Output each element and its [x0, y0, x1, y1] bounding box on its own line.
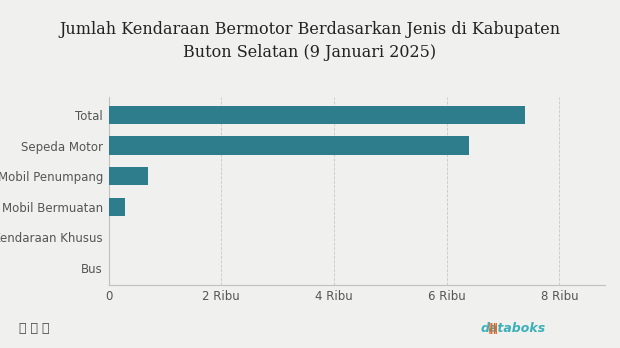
Text: Jumlah Kendaraan Bermotor Berdasarkan Jenis di Kabupaten
Buton Selatan (9 Januar: Jumlah Kendaraan Bermotor Berdasarkan Je…	[60, 21, 560, 61]
Text: ⓒ ⓕ Ⓢ: ⓒ ⓕ Ⓢ	[19, 322, 49, 335]
Text: databoks: databoks	[480, 322, 546, 335]
Text: ‖‖: ‖‖	[488, 323, 499, 334]
Bar	[108, 106, 525, 124]
Bar	[108, 167, 148, 185]
Bar	[108, 136, 469, 155]
Bar	[108, 198, 125, 216]
